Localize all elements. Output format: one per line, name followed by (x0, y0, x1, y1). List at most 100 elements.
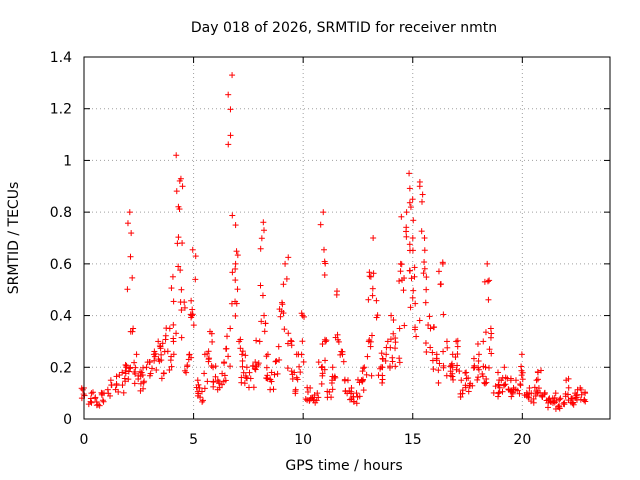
data-point (342, 388, 349, 395)
data-point (169, 273, 176, 280)
data-point (122, 378, 129, 385)
data-point (410, 217, 417, 224)
data-point (220, 378, 227, 385)
data-point (416, 178, 423, 185)
data-point (261, 312, 268, 319)
data-point (423, 286, 430, 293)
data-point (427, 325, 434, 332)
data-point (401, 275, 408, 282)
data-point (383, 344, 390, 351)
y-tick-label: 1.2 (50, 102, 72, 118)
data-point (104, 386, 111, 393)
data-point (408, 275, 415, 282)
data-point (189, 311, 196, 318)
data-point (232, 265, 239, 272)
data-point (344, 377, 351, 384)
data-point (189, 246, 196, 253)
data-point (224, 333, 231, 340)
data-point (562, 393, 569, 400)
data-point (435, 367, 442, 374)
data-point (137, 380, 144, 387)
data-point (275, 343, 282, 350)
data-point (297, 369, 304, 376)
data-point (258, 318, 265, 325)
data-point (267, 386, 274, 393)
data-point (538, 367, 545, 374)
data-point (279, 301, 286, 308)
data-point (206, 355, 213, 362)
data-point (301, 313, 308, 320)
data-point (495, 393, 502, 400)
data-point (123, 362, 130, 369)
data-point (130, 325, 137, 332)
data-point (205, 358, 212, 365)
data-point (159, 340, 166, 347)
data-point (439, 259, 446, 266)
data-point (247, 375, 254, 382)
data-point (573, 394, 580, 401)
data-point (534, 368, 541, 375)
data-point (234, 252, 241, 259)
data-point (350, 393, 357, 400)
data-point (232, 277, 239, 284)
data-point (129, 274, 136, 281)
data-point (374, 312, 381, 319)
data-point (516, 390, 523, 397)
data-point (168, 285, 175, 292)
data-point (232, 312, 239, 319)
data-point (496, 389, 503, 396)
data-point (304, 384, 311, 391)
data-point (496, 384, 503, 391)
data-point (433, 357, 440, 364)
data-point (436, 360, 443, 367)
data-point (407, 204, 414, 211)
data-point (320, 209, 327, 216)
data-point (457, 393, 464, 400)
data-point (495, 369, 502, 376)
data-point (534, 376, 541, 383)
data-point (499, 388, 506, 395)
data-point (383, 351, 390, 358)
data-point (541, 389, 548, 396)
data-point (397, 268, 404, 275)
data-point (158, 357, 165, 364)
data-point (449, 370, 456, 377)
data-point (334, 336, 341, 343)
data-point (198, 388, 205, 395)
data-point (430, 324, 437, 331)
data-point (552, 390, 559, 397)
data-point (122, 361, 129, 368)
data-point (450, 376, 457, 383)
data-point (454, 351, 461, 358)
data-point (158, 351, 165, 358)
data-point (108, 382, 115, 389)
data-point (531, 384, 538, 391)
data-point (347, 396, 354, 403)
data-point (280, 281, 287, 288)
data-point (177, 267, 184, 274)
data-point (107, 392, 114, 399)
y-tick-label: 0.4 (50, 309, 72, 325)
data-point (341, 377, 348, 384)
data-point (557, 395, 564, 402)
data-point (233, 300, 240, 307)
data-point (155, 338, 162, 345)
data-point (116, 372, 123, 379)
data-point (276, 356, 283, 363)
data-point (486, 346, 493, 353)
data-point (175, 203, 182, 210)
y-axis-label: SRMTID / TECUs (6, 182, 22, 295)
data-point (453, 366, 460, 373)
data-point (488, 350, 495, 357)
data-point (423, 348, 430, 355)
data-point (581, 397, 588, 404)
data-point (421, 235, 428, 241)
data-point (443, 338, 450, 345)
data-point (212, 373, 219, 380)
data-point (482, 380, 489, 387)
data-point (151, 348, 158, 355)
data-point (487, 325, 494, 332)
data-point (570, 399, 577, 406)
data-point (285, 330, 292, 337)
data-point (368, 372, 375, 379)
